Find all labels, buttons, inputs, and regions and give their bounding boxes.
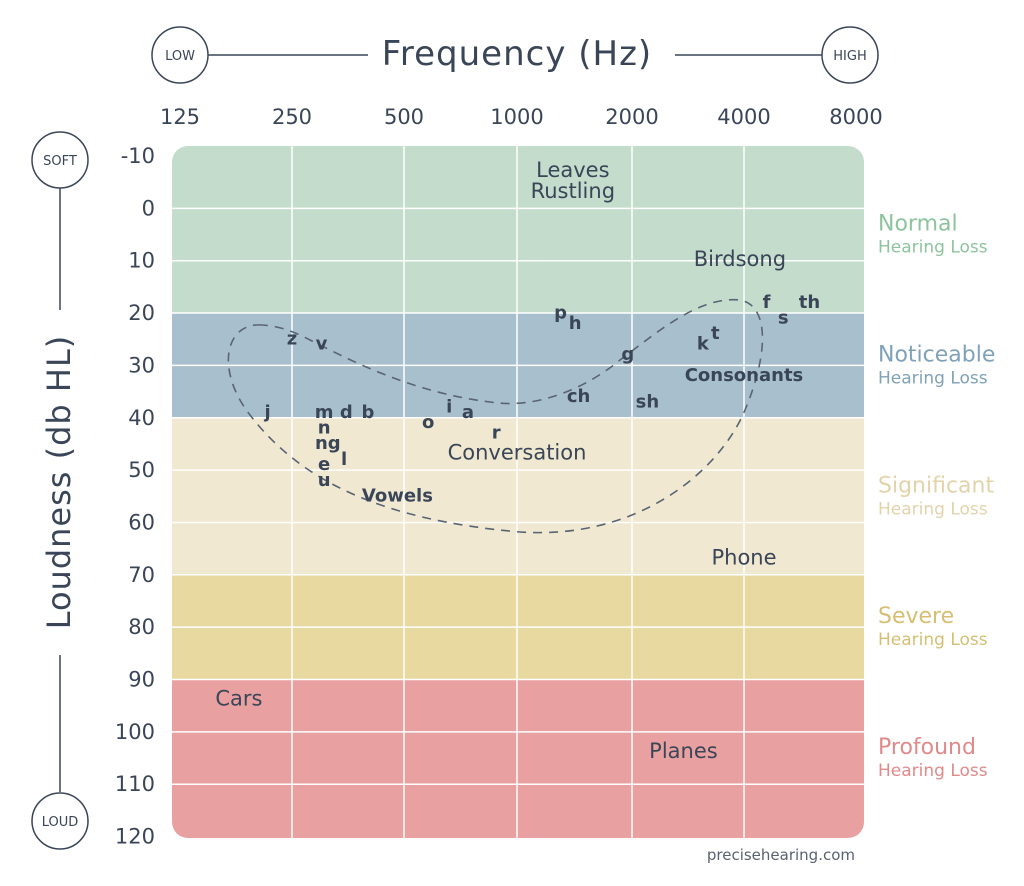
y-tick-label: 90 <box>128 668 155 692</box>
sound-label-cars: Cars <box>215 687 262 711</box>
y-tick-label: 80 <box>128 615 155 639</box>
high-circle <box>821 26 879 84</box>
speech-sound-th: th <box>799 292 820 313</box>
sound-label-planes: Planes <box>649 739 718 763</box>
speech-sound-ch: ch <box>567 386 590 407</box>
speech-sound-t: t <box>711 323 720 344</box>
speech-sound-o: o <box>422 412 434 433</box>
x-tick-label: 250 <box>272 105 312 129</box>
region-band-significant <box>172 417 864 575</box>
speech-sound-z: z <box>287 328 297 349</box>
speech-sound-j: j <box>264 402 271 423</box>
speech-sound-m: m <box>315 402 334 423</box>
region-sublabel-significant: Hearing Loss <box>878 499 988 519</box>
soft-label: SOFT <box>43 154 77 169</box>
x-tick-label: 4000 <box>717 105 770 129</box>
region-band-normal <box>172 146 864 314</box>
region-sublabel-profound: Hearing Loss <box>878 761 988 781</box>
y-tick-label: 60 <box>128 510 155 534</box>
region-sublabel-severe: Hearing Loss <box>878 630 988 650</box>
speech-sound-g: g <box>621 344 634 365</box>
sound-label-leaves: Leaves <box>536 158 609 182</box>
sound-label-vowels: Vowels <box>362 486 433 507</box>
sound-label-rustling: Rustling <box>531 179 615 203</box>
speech-sound-l: l <box>341 449 347 470</box>
y-tick-label: 70 <box>128 563 155 587</box>
sound-label-birdsong: Birdsong <box>694 247 786 271</box>
y-tick-label: 100 <box>115 720 155 744</box>
y-tick-label: 120 <box>115 825 155 849</box>
y-axis-title: Loudness (db HL) <box>40 335 78 630</box>
region-sublabel-normal: Hearing Loss <box>878 238 988 258</box>
speech-sound-i: i <box>446 397 452 418</box>
region-sublabel-noticeable: Hearing Loss <box>878 368 988 388</box>
speech-banana-outline <box>227 298 764 534</box>
sound-label-phone: Phone <box>711 545 776 569</box>
speech-sound-e: e <box>318 454 330 475</box>
y-tick-label: 30 <box>128 353 155 377</box>
speech-sound-sh: sh <box>636 391 660 412</box>
x-tick-label: 8000 <box>829 105 882 129</box>
region-label-noticeable: Noticeable <box>878 342 995 367</box>
speech-sound-r: r <box>492 423 501 444</box>
x-tick-label: 500 <box>384 105 424 129</box>
speech-sound-u: u <box>318 470 331 491</box>
speech-sound-p: p <box>554 302 567 323</box>
x-tick-label: 125 <box>160 105 200 129</box>
speech-sound-f: f <box>763 292 771 313</box>
source-credit: precisehearing.com <box>707 846 855 864</box>
high-label: HIGH <box>833 49 866 64</box>
low-circle <box>151 26 209 84</box>
y-tick-label: 50 <box>128 458 155 482</box>
speech-sound-b: b <box>361 402 374 423</box>
low-label: LOW <box>165 49 195 64</box>
speech-sound-a: a <box>462 402 474 423</box>
x-tick-label: 1000 <box>490 105 543 129</box>
y-tick-label: 40 <box>128 406 155 430</box>
speech-sound-ng: ng <box>315 433 341 454</box>
speech-sound-k: k <box>697 334 710 355</box>
speech-sound-d: d <box>340 402 353 423</box>
y-tick-label: 110 <box>115 772 155 796</box>
speech-sound-n: n <box>318 417 331 438</box>
y-tick-label: 10 <box>128 249 155 273</box>
speech-sound-v: v <box>316 334 328 355</box>
y-tick-label: -10 <box>121 144 155 168</box>
sound-label-consonants: Consonants <box>685 365 804 386</box>
region-label-significant: Significant <box>878 473 994 498</box>
y-tick-label: 20 <box>128 301 155 325</box>
region-label-normal: Normal <box>878 212 958 237</box>
loud-circle <box>31 792 89 850</box>
y-tick-label: 0 <box>142 196 155 220</box>
x-axis-title: Frequency (Hz) <box>382 34 652 74</box>
region-band-profound <box>172 679 864 838</box>
soft-circle <box>31 131 89 189</box>
speech-sound-s: s <box>778 308 789 329</box>
x-tick-label: 2000 <box>605 105 658 129</box>
region-label-severe: Severe <box>878 604 954 629</box>
sound-label-conversation: Conversation <box>448 441 587 465</box>
loud-label: LOUD <box>42 815 79 830</box>
speech-sound-h: h <box>569 313 582 334</box>
region-label-profound: Profound <box>878 735 976 760</box>
